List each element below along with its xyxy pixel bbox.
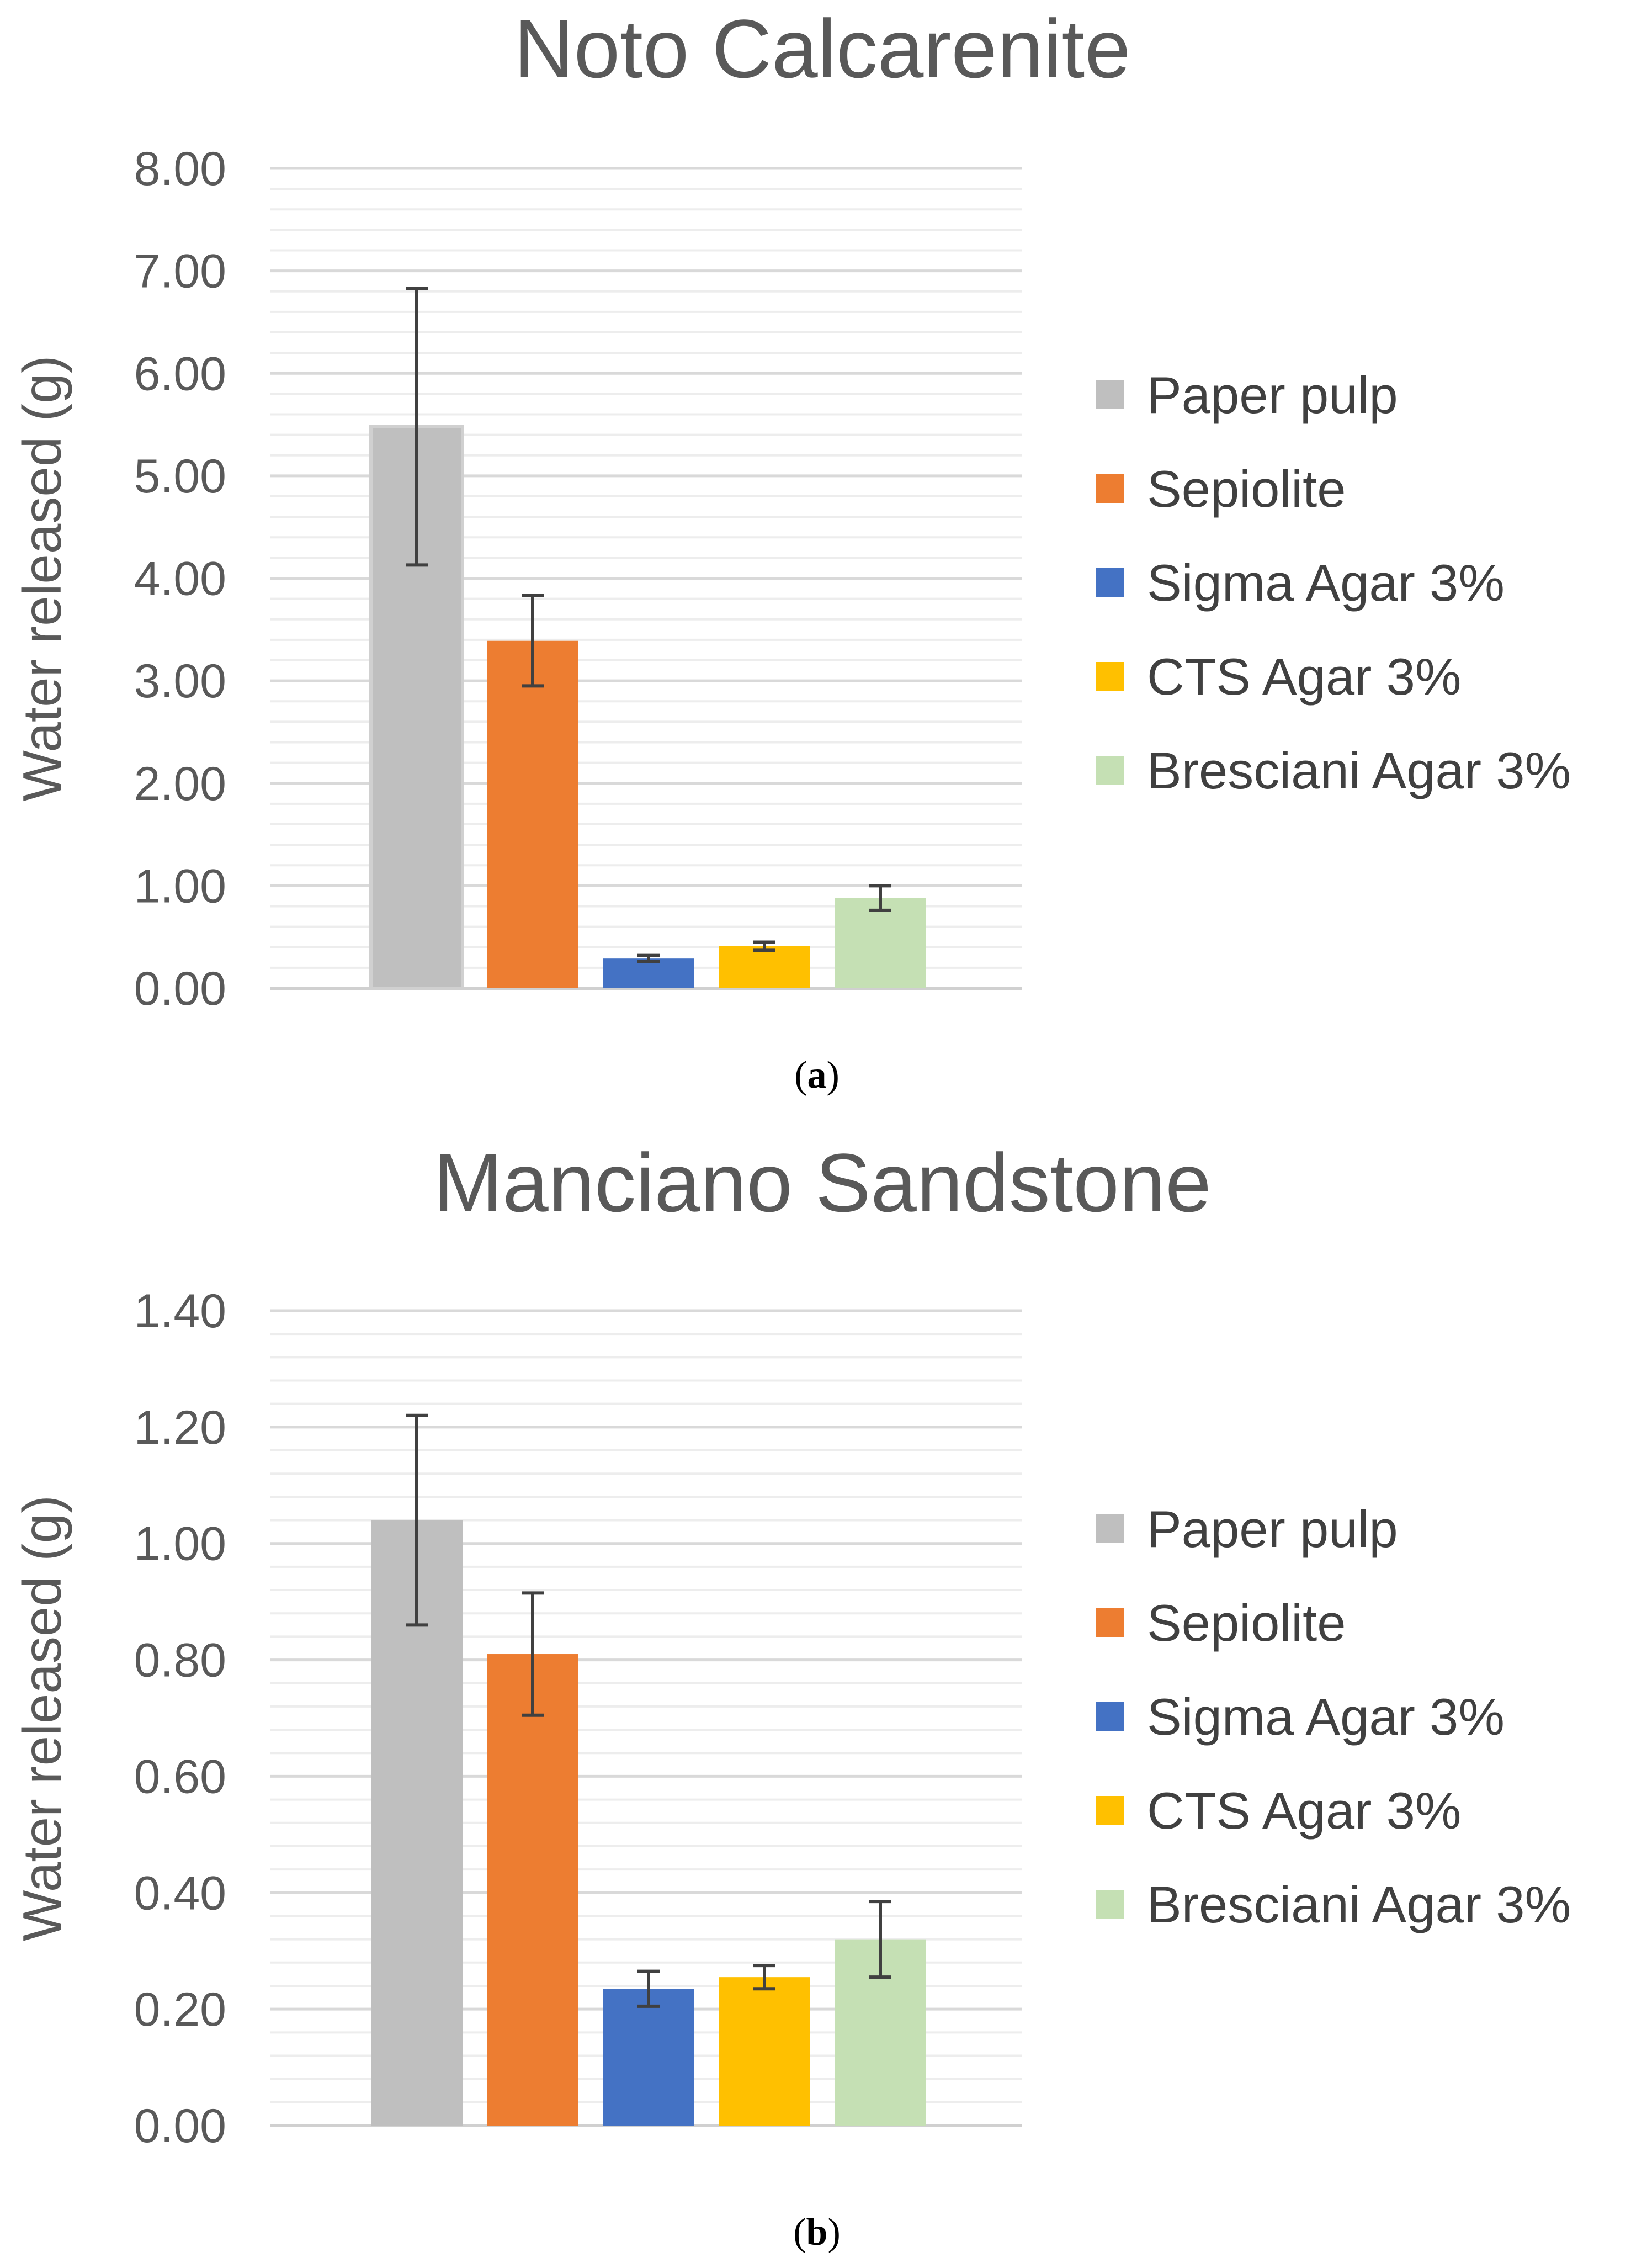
y-tick-labels: 0.00 1.00 2.00 3.00 4.00 5.00 6.00 7.00 8.00 [134, 142, 226, 1015]
error-bar [637, 1969, 660, 2008]
y-tick-label: 0.40 [134, 1867, 226, 1920]
y-tick-label: 6.00 [134, 347, 226, 400]
y-tick-label: 0.20 [134, 1983, 226, 2036]
legend-item: Sepiolite [1096, 1594, 1346, 1652]
bars [369, 287, 926, 990]
bar-cts-agar [719, 1977, 810, 2126]
chart-b: 0.00 0.20 0.40 0.60 0.80 1.00 1.20 1.40 Manciano… [12, 1136, 1571, 2153]
y-tick-label: 1.00 [134, 1518, 226, 1571]
legend-swatch [1096, 568, 1124, 597]
y-tick-label: 2.00 [134, 757, 226, 810]
y-tick-label: 0.00 [134, 2100, 226, 2153]
error-bar [869, 884, 891, 912]
error-bar [753, 1964, 775, 1991]
caption-letter-b: b [806, 2211, 828, 2254]
bars [371, 1413, 926, 2126]
legend-label: Bresciani Agar 3% [1147, 741, 1571, 799]
error-bar [522, 1591, 544, 1717]
bar-sepiolite [487, 1654, 578, 2126]
y-tick-label: 0.80 [134, 1634, 226, 1687]
chart-title: Noto Calcarenite [514, 2, 1130, 95]
legend: Paper pulp Sepiolite Sigma Agar 3% CTS Agar… [1096, 366, 1571, 799]
y-tick-labels: 0.00 0.20 0.40 0.60 0.80 1.00 1.20 1.40 [134, 1285, 226, 2153]
legend-label: Sepiolite [1147, 1594, 1346, 1652]
legend-swatch [1096, 756, 1124, 785]
legend-item: Paper pulp [1096, 366, 1398, 424]
legend-item: CTS Agar 3% [1096, 1782, 1461, 1840]
y-tick-label: 0.60 [134, 1750, 226, 1803]
error-bar [637, 953, 660, 963]
legend-label: Paper pulp [1147, 366, 1398, 424]
bar-bresciani-agar [835, 898, 926, 988]
chart-panel-a: 0.00 1.00 2.00 3.00 4.00 5.00 6.00 7.00 8.00 Noto… [0, 0, 1647, 1077]
legend-item: Paper pulp [1096, 1500, 1398, 1558]
error-bar [522, 594, 544, 688]
legend-label: Sigma Agar 3% [1147, 554, 1505, 612]
legend-swatch [1096, 1890, 1124, 1919]
y-tick-label: 3.00 [134, 655, 226, 708]
legend-label: Sepiolite [1147, 460, 1346, 518]
bar-cts-agar [719, 946, 810, 988]
legend-label: CTS Agar 3% [1147, 1782, 1461, 1840]
y-tick-label: 5.00 [134, 450, 226, 503]
error-bar [406, 1413, 428, 1627]
legend-swatch [1096, 1796, 1124, 1825]
legend: Paper pulp Sepiolite Sigma Agar 3% CTS Agar… [1096, 1500, 1571, 1933]
legend-item: Sepiolite [1096, 460, 1346, 518]
chart-panel-b: 0.00 0.20 0.40 0.60 0.80 1.00 1.20 1.40 Manciano… [0, 1134, 1647, 2211]
chart-title: Manciano Sandstone [433, 1136, 1211, 1229]
legend-swatch [1096, 662, 1124, 691]
legend-swatch [1096, 1514, 1124, 1543]
panel-caption-b: (b) [793, 2211, 841, 2254]
legend-item: Bresciani Agar 3% [1096, 1875, 1571, 1933]
y-tick-label: 1.20 [134, 1401, 226, 1454]
y-tick-label: 1.00 [134, 860, 226, 913]
y-axis-label: Water released (g) [12, 356, 72, 802]
error-bar [406, 287, 428, 567]
legend-swatch [1096, 474, 1124, 503]
legend-item: Bresciani Agar 3% [1096, 741, 1571, 799]
y-tick-label: 0.00 [134, 962, 226, 1015]
legend-swatch [1096, 1608, 1124, 1637]
bar-sigma-agar [603, 1989, 694, 2126]
legend-label: Sigma Agar 3% [1147, 1688, 1505, 1746]
legend-label: CTS Agar 3% [1147, 648, 1461, 706]
y-tick-label: 7.00 [134, 245, 226, 298]
bar-sepiolite [487, 640, 578, 988]
y-axis-label: Water released (g) [12, 1495, 72, 1941]
legend-label: Paper pulp [1147, 1500, 1398, 1558]
error-bar [753, 940, 775, 952]
error-bar [869, 1900, 891, 1979]
legend-swatch [1096, 380, 1124, 409]
chart-a: 0.00 1.00 2.00 3.00 4.00 5.00 6.00 7.00 8.00 Noto… [12, 2, 1571, 1015]
legend-item: Sigma Agar 3% [1096, 554, 1505, 612]
legend-item: Sigma Agar 3% [1096, 1688, 1505, 1746]
caption-letter-a: a [807, 1054, 827, 1096]
legend-item: CTS Agar 3% [1096, 648, 1461, 706]
legend-label: Bresciani Agar 3% [1147, 1875, 1571, 1933]
y-tick-label: 1.40 [134, 1285, 226, 1338]
legend-swatch [1096, 1702, 1124, 1731]
panel-caption-a: (a) [794, 1054, 840, 1096]
y-tick-label: 8.00 [134, 142, 226, 195]
y-tick-label: 4.00 [134, 553, 226, 606]
bar-sigma-agar [603, 958, 694, 988]
